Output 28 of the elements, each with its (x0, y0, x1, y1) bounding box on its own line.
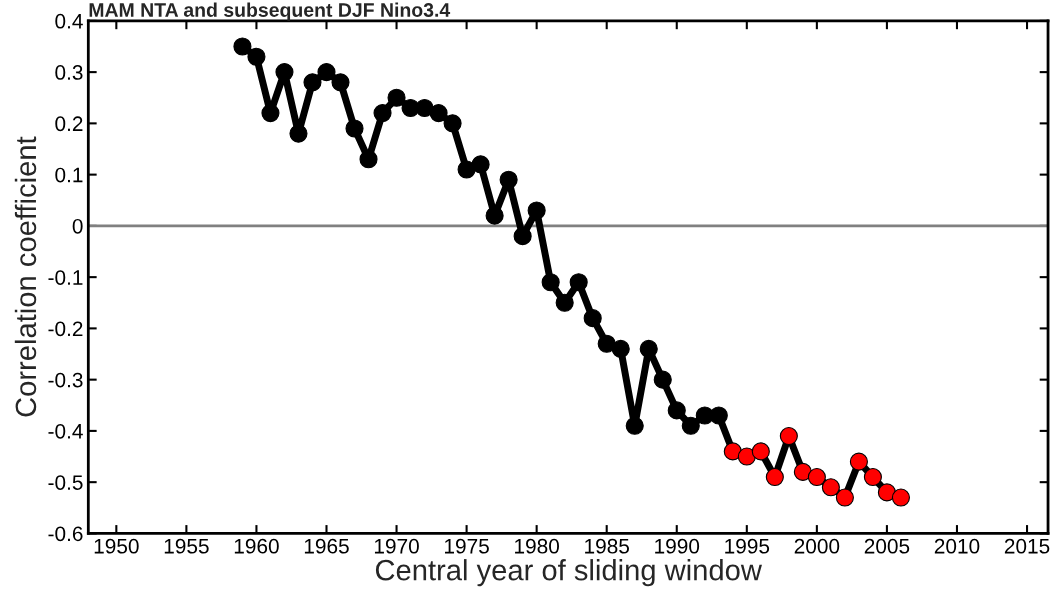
x-tick-label: 1955 (164, 538, 209, 554)
x-tick-label: 1980 (515, 538, 560, 554)
y-tick-label: 0.4 (55, 13, 83, 29)
x-axis-title: Central year of sliding window (375, 559, 762, 587)
x-tick-label: 2015 (1004, 538, 1050, 554)
y-tick-label: 0.1 (55, 167, 83, 183)
x-tick-label: 1990 (655, 538, 700, 554)
x-tick-label: 1970 (374, 538, 419, 554)
x-tick-label: 1950 (94, 538, 139, 554)
y-tick-label: -0.2 (48, 321, 83, 337)
y-tick-label: 0.2 (55, 116, 83, 132)
y-tick-label: 0.3 (55, 65, 83, 80)
x-tick-label: 1960 (234, 538, 279, 554)
x-tick-label: 2010 (934, 538, 980, 554)
y-tick-label: -0.1 (48, 270, 83, 285)
x-tick-label: 2005 (864, 538, 910, 554)
x-tick-label: 1985 (585, 538, 630, 554)
y-tick-label: -0.6 (48, 526, 83, 542)
chart-title: MAM NTA and subsequent DJF Nino3.4 (89, 2, 451, 21)
x-tick-label: 1965 (304, 538, 349, 554)
y-tick-label: -0.4 (48, 423, 83, 439)
x-tick-label: 2000 (794, 538, 840, 554)
y-tick-label: 0 (72, 218, 83, 234)
x-tick-label: 1975 (445, 538, 489, 554)
y-tick-label: -0.3 (48, 372, 83, 388)
x-tick-label: 1995 (725, 538, 770, 554)
y-axis-title: Correlation coefficient (14, 136, 37, 417)
y-tick-label: -0.5 (48, 475, 83, 490)
